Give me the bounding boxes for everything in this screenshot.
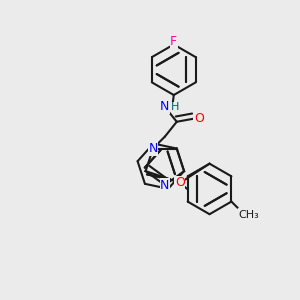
Text: N: N xyxy=(148,142,158,155)
Text: O: O xyxy=(175,176,185,190)
Text: N: N xyxy=(148,142,158,155)
Text: O: O xyxy=(194,112,204,125)
Text: F: F xyxy=(170,35,177,48)
Text: H: H xyxy=(171,102,179,112)
Text: N: N xyxy=(160,100,170,113)
Text: N: N xyxy=(160,178,170,192)
Text: CH₃: CH₃ xyxy=(239,210,260,220)
